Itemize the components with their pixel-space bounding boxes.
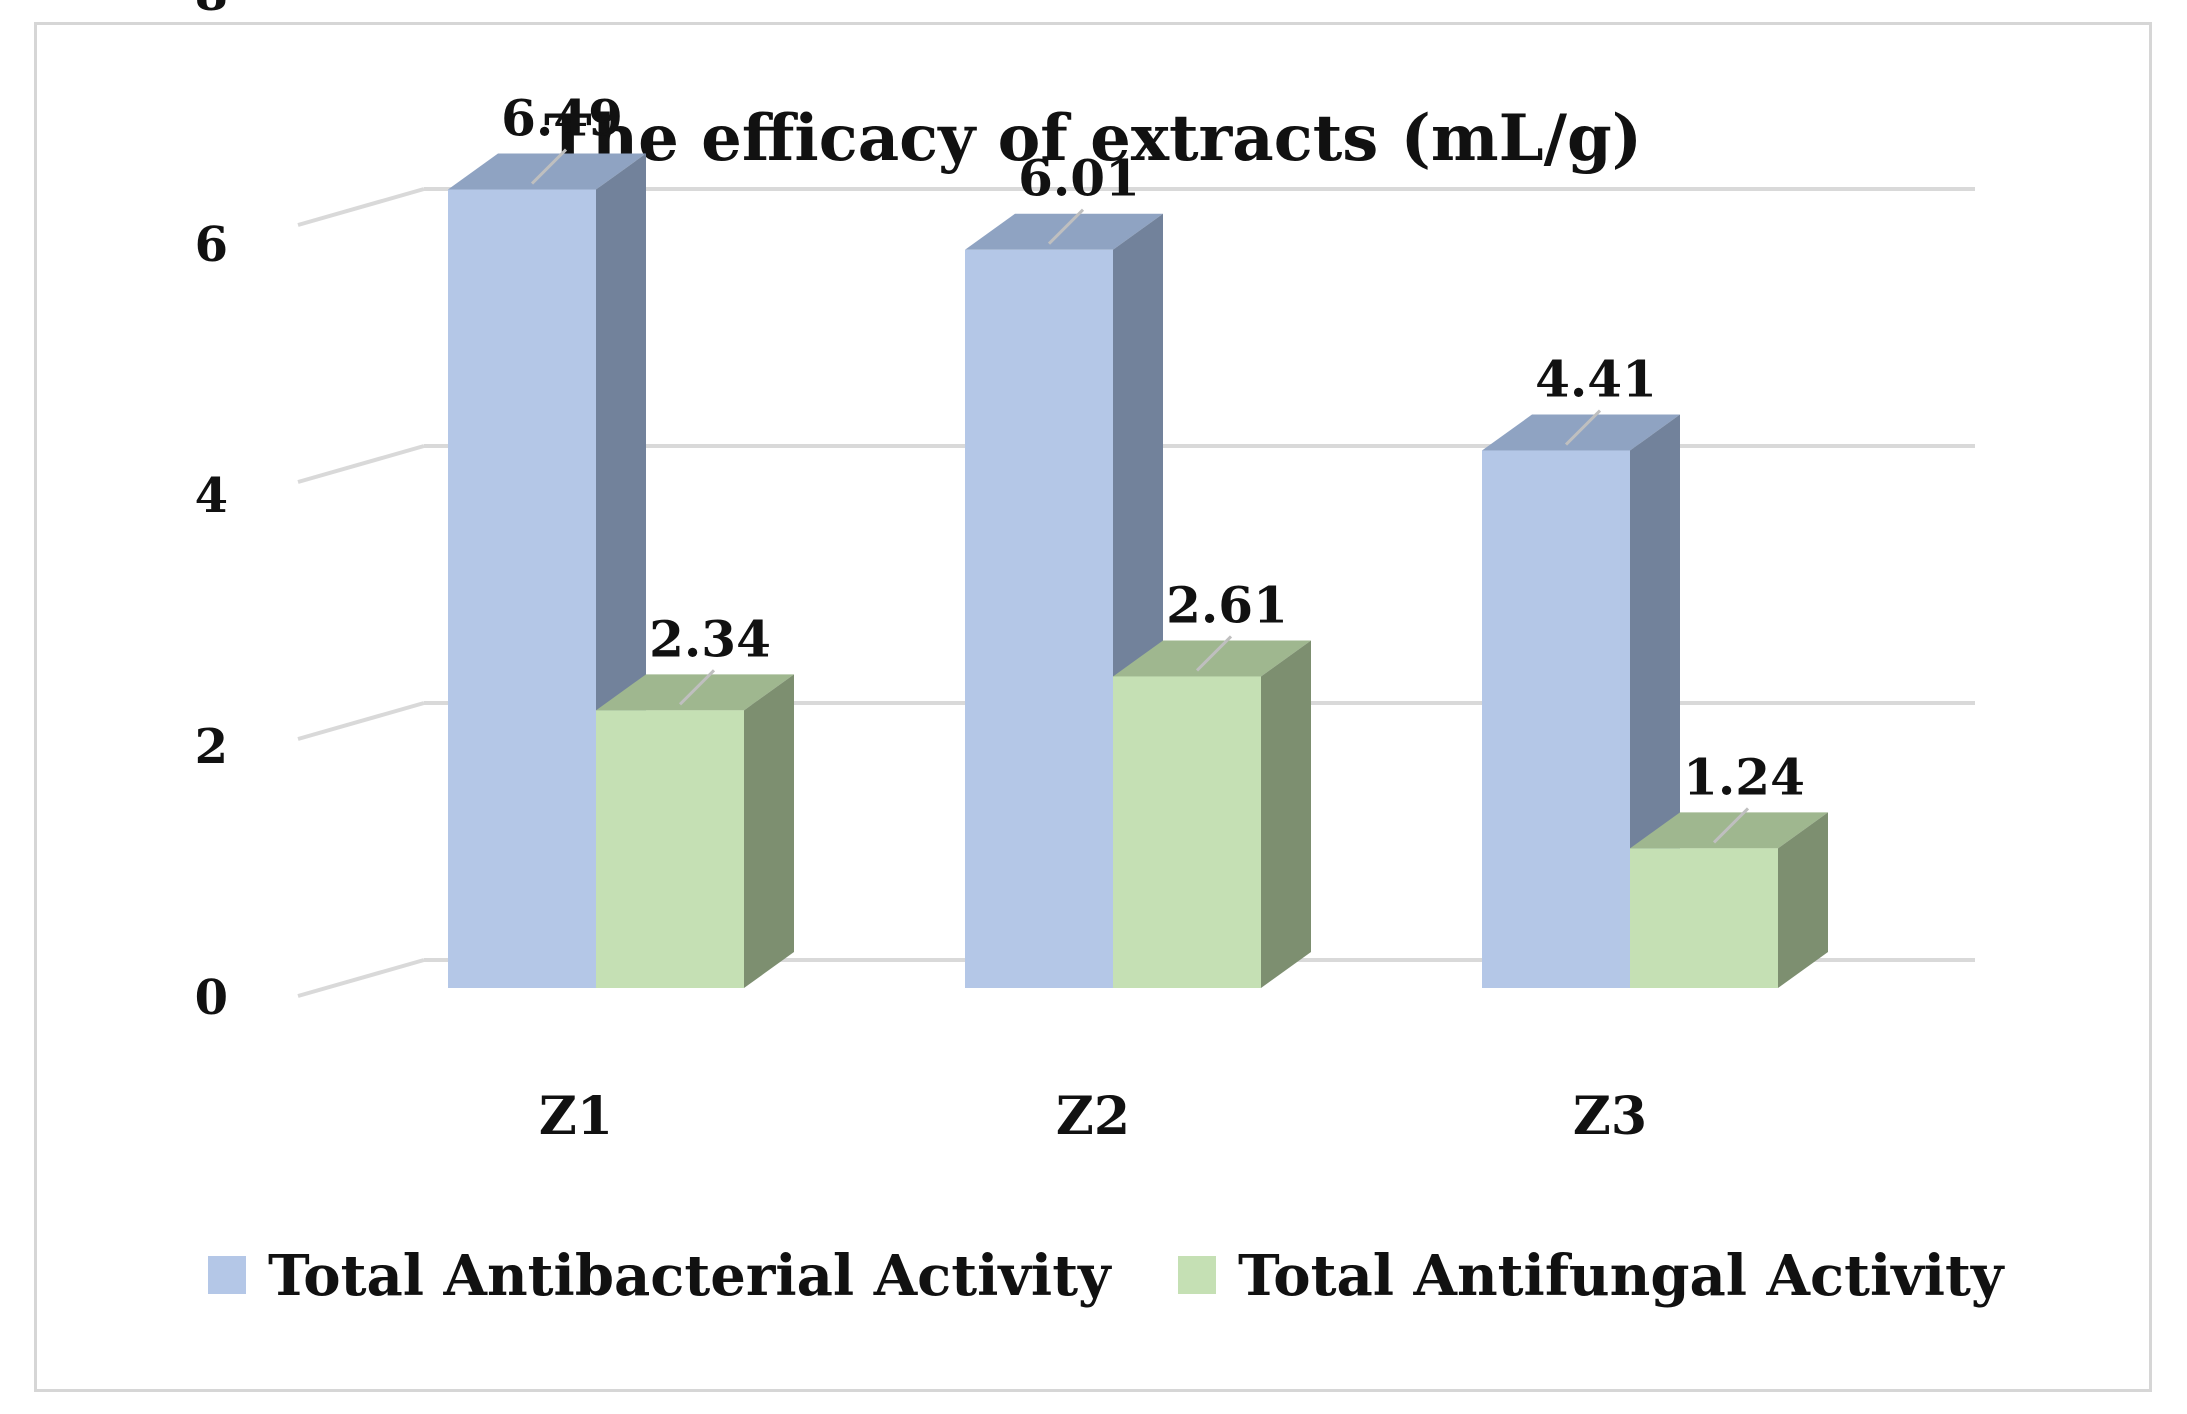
data-label-leader [1047, 208, 1085, 245]
y-tick-label: 2 [195, 719, 228, 775]
legend-swatch [208, 1256, 246, 1294]
data-label-leader [530, 148, 568, 185]
gridline-depth [297, 958, 425, 998]
bars [448, 153, 1828, 988]
x-tick-label: Z1 [539, 1086, 613, 1147]
bar-side [1261, 640, 1311, 988]
y-tick-label: 8 [195, 0, 228, 22]
data-label: 1.24 [1683, 747, 1805, 806]
bar [1482, 450, 1630, 988]
y-tick-label: 0 [195, 970, 228, 1026]
legend: Total Antibacterial Activity Total Antifu… [208, 1243, 2005, 1309]
bar-top [448, 153, 646, 190]
bar [965, 249, 1113, 988]
y-axis: 0246810 [195, 0, 228, 1026]
legend-label: Total Antibacterial Activity [268, 1243, 1112, 1309]
bar-top [1630, 812, 1828, 849]
data-label: 4.41 [1535, 350, 1657, 409]
bar-top [1482, 414, 1680, 451]
data-label-leader [678, 669, 716, 706]
x-tick-label: Z3 [1573, 1086, 1647, 1147]
x-tick-label: Z2 [1056, 1086, 1130, 1147]
chart-title: The efficacy of extracts (mL/g) [544, 101, 1642, 176]
bar-top [1113, 640, 1311, 677]
bar [1630, 848, 1778, 988]
bar [448, 189, 596, 988]
data-label-leader [1195, 635, 1233, 672]
bar-side [744, 674, 794, 988]
data-label-leader [1564, 409, 1602, 446]
data-label: 2.34 [649, 609, 771, 668]
data-label: 6.49 [501, 89, 623, 148]
gridline-depth [297, 701, 425, 741]
legend-label: Total Antifungal Activity [1238, 1243, 2005, 1309]
data-label: 2.61 [1166, 575, 1288, 634]
data-label-leader [1712, 807, 1750, 844]
y-tick-label: 4 [195, 468, 228, 524]
gridline-depth [297, 444, 425, 484]
bar-top [965, 213, 1163, 250]
data-label: 6.01 [1018, 149, 1140, 208]
bar-top [596, 674, 794, 711]
data-labels: 6.49 2.34 6.01 2.61 4.41 1.24 [501, 89, 1805, 844]
bar-side [1778, 812, 1828, 988]
legend-swatch [1178, 1256, 1216, 1294]
x-axis: Z1 Z2 Z3 [539, 1086, 1647, 1147]
gridline-depth [297, 187, 425, 227]
bar [1113, 676, 1261, 988]
bar [596, 710, 744, 988]
y-tick-label: 6 [195, 217, 228, 273]
